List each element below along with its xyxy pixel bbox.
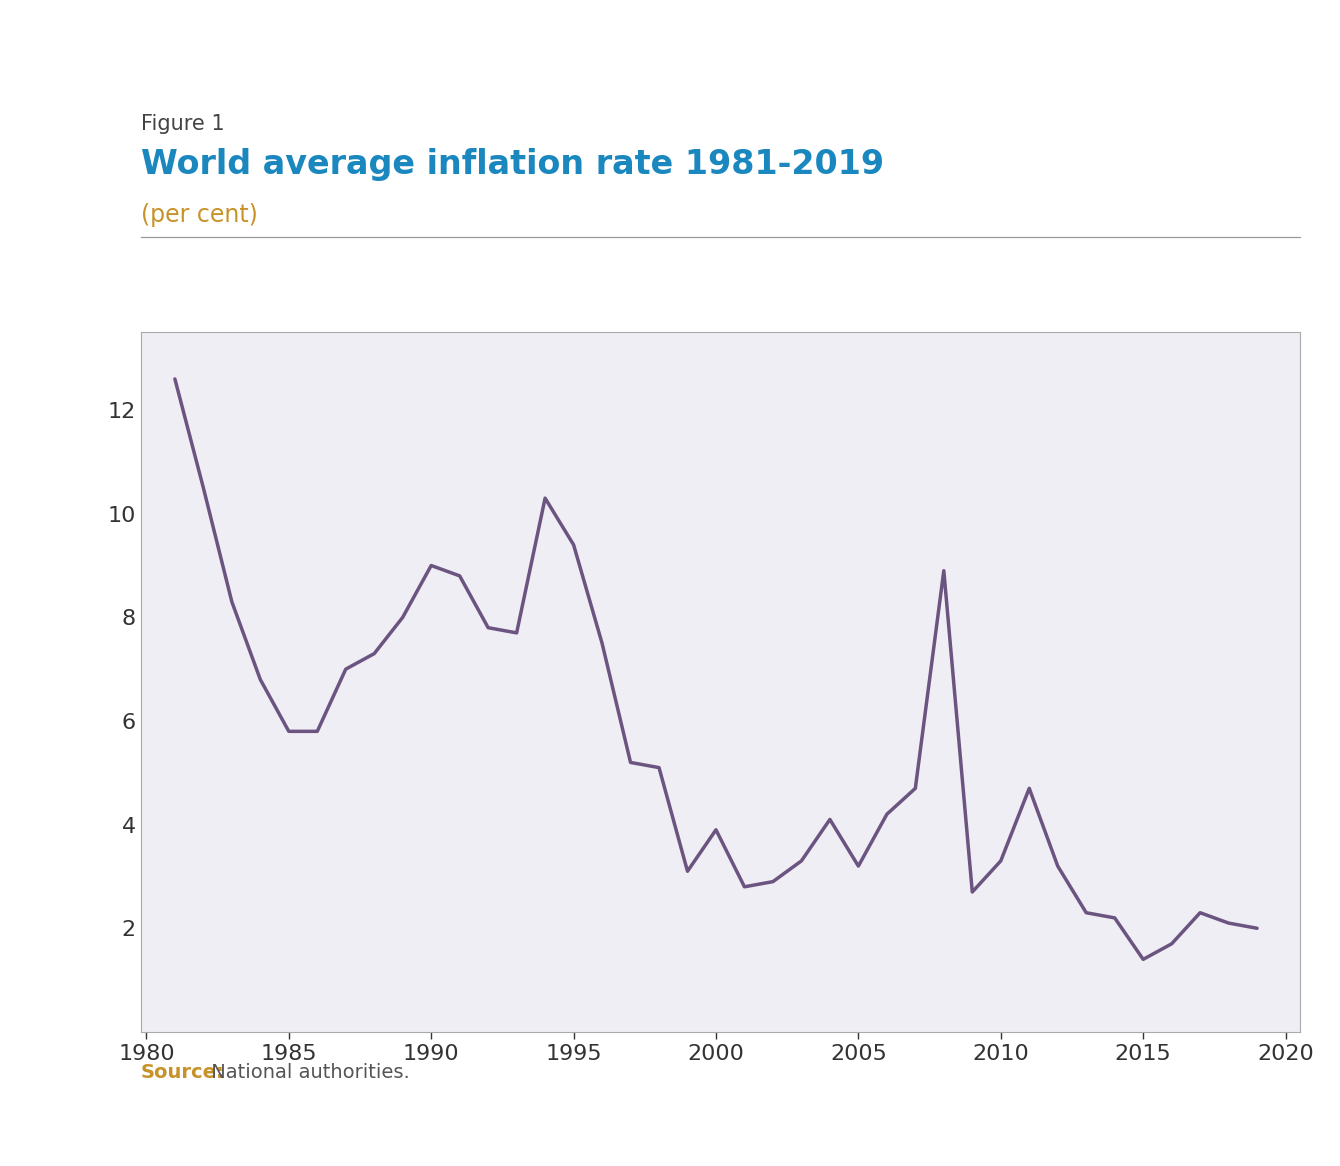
Text: National authorities.: National authorities. — [205, 1063, 410, 1082]
Text: Source:: Source: — [141, 1063, 224, 1082]
Text: Figure 1: Figure 1 — [141, 114, 224, 134]
Text: World average inflation rate 1981-2019: World average inflation rate 1981-2019 — [141, 148, 884, 181]
Text: (per cent): (per cent) — [141, 203, 257, 227]
